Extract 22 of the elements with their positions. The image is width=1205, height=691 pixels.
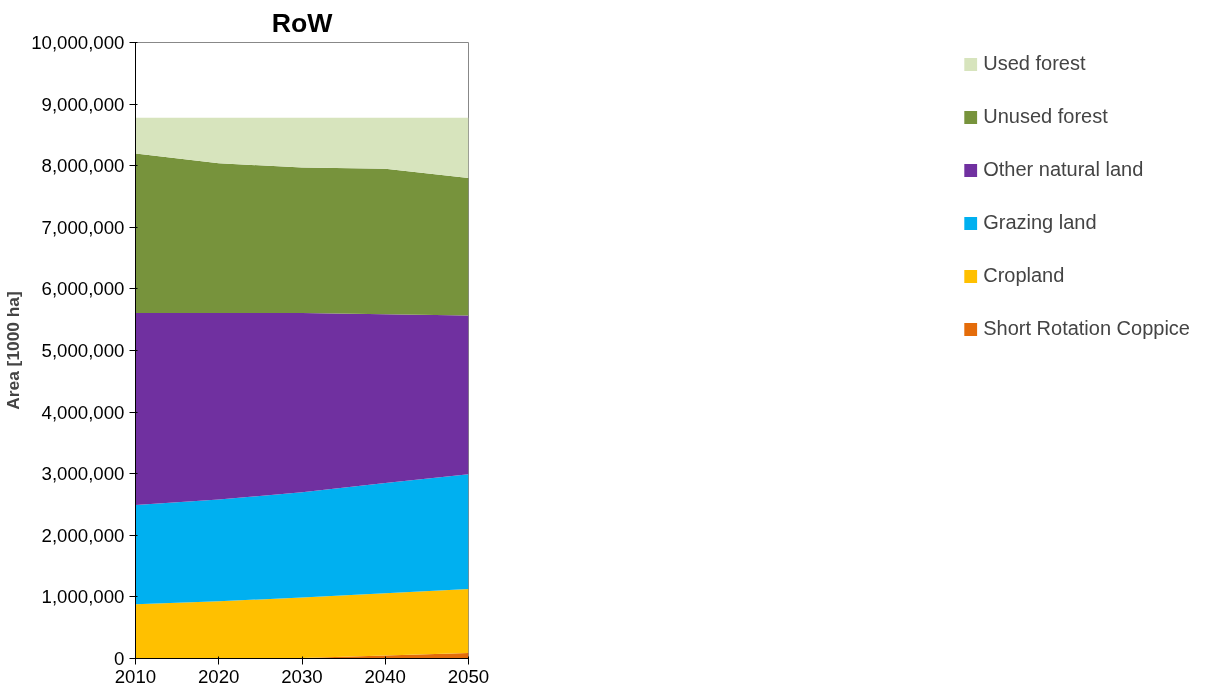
y-tick-label: 1,000,000 (41, 586, 125, 608)
y-tick-label: 5,000,000 (41, 340, 125, 361)
x-tick-label: 2040 (364, 665, 407, 687)
y-tick-label: 6,000,000 (41, 278, 125, 300)
x-tick-label: 2030 (281, 665, 323, 687)
legend-label: Other natural land (983, 158, 1144, 181)
y-tick-label: 4,000,000 (41, 401, 125, 423)
legend-label: Short Rotation Coppice (983, 317, 1190, 340)
legend-label: Cropland (983, 264, 1065, 287)
legend-label: Unused forest (983, 105, 1108, 128)
y-tick-label: 8,000,000 (41, 155, 125, 177)
y-axis-title: Area [1000 ha] (3, 291, 24, 410)
legend-label: Used forest (983, 52, 1086, 75)
legend-label: Grazing land (983, 211, 1097, 234)
y-tick-label: 9,000,000 (41, 93, 125, 115)
chart-title: RoW (271, 7, 334, 38)
y-tick-label: 10,000,000 (31, 32, 125, 53)
y-tick-label: 3,000,000 (41, 463, 125, 485)
x-tick-label: 2050 (447, 665, 490, 687)
y-tick-label: 7,000,000 (41, 216, 125, 238)
x-tick-label: 2020 (198, 665, 240, 687)
y-tick-label: 2,000,000 (41, 524, 125, 546)
